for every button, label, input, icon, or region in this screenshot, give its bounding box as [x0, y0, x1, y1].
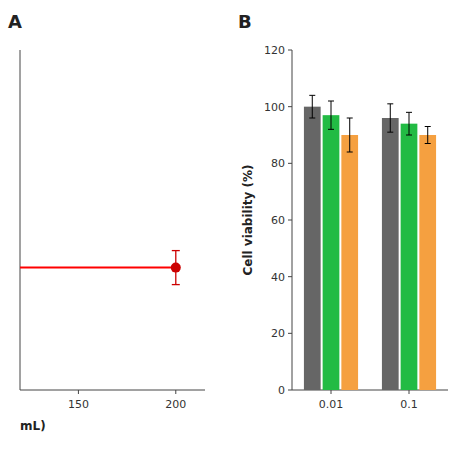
error-cap [425, 126, 431, 127]
y-tick-label: 120 [264, 44, 285, 57]
point [171, 263, 181, 273]
error-bar [425, 127, 431, 144]
error-cap [172, 284, 180, 285]
y-tick [288, 220, 292, 221]
x-tick-label: 0.1 [400, 398, 418, 411]
error-cap [347, 118, 353, 119]
y-tick-label: 20 [271, 327, 285, 340]
x-tick-label: 200 [165, 398, 186, 411]
error-bar [347, 118, 353, 152]
marks [304, 95, 436, 390]
error-bar [172, 251, 180, 285]
error-cap [406, 112, 412, 113]
panel: B 0 20 40 60 80 100 120 Cell viability (%) 0.01 0.… [238, 11, 448, 411]
y-tick [288, 333, 292, 334]
bar [382, 118, 399, 390]
x-axis-line [20, 390, 205, 391]
y-tick [288, 50, 292, 51]
y-axis-line [20, 50, 21, 390]
error-bar [309, 95, 315, 118]
error-cap [425, 143, 431, 144]
error-cap [406, 135, 412, 136]
y-tick [288, 106, 292, 107]
error-cap [328, 101, 334, 102]
error-line [390, 104, 391, 132]
bar [419, 135, 436, 390]
panel-title: B [238, 11, 252, 32]
error-cap [347, 152, 353, 153]
x-tick [331, 390, 332, 394]
bar [341, 135, 358, 390]
x-tick [409, 390, 410, 394]
error-cap [387, 103, 393, 104]
x-tick [175, 390, 176, 394]
y-tick-label: 60 [271, 214, 285, 227]
bar [323, 115, 340, 390]
panel: A 150 200 mL) [8, 11, 205, 433]
panel-title: A [8, 11, 22, 32]
x-tick-label: 0.01 [319, 398, 344, 411]
x-axis-label: mL) [20, 419, 46, 433]
error-line [409, 112, 410, 135]
y-tick [288, 163, 292, 164]
error-cap [328, 129, 334, 130]
error-line [349, 118, 350, 152]
error-line [331, 101, 332, 129]
y-axis-label: Cell viability (%) [241, 164, 255, 275]
error-cap [309, 95, 315, 96]
x-tick [78, 390, 79, 394]
x-tick-label: 150 [68, 398, 89, 411]
error-bar [387, 104, 393, 132]
chart-svg: A 150 200 mL) B 0 20 40 60 80 100 120 Cell viability… [0, 0, 458, 458]
error-cap [172, 250, 180, 251]
y-tick-label: 0 [278, 384, 285, 397]
y-tick-label: 100 [264, 101, 285, 114]
error-line [312, 95, 313, 118]
bar [401, 124, 418, 390]
y-tick-label: 80 [271, 157, 285, 170]
marks [20, 251, 181, 285]
line [20, 267, 176, 269]
y-tick [288, 276, 292, 277]
error-bar [328, 101, 334, 129]
error-cap [309, 118, 315, 119]
y-tick [288, 390, 292, 391]
y-tick-label: 40 [271, 271, 285, 284]
error-line [427, 127, 428, 144]
bar [304, 107, 321, 390]
error-bar [406, 112, 412, 135]
error-cap [387, 132, 393, 133]
